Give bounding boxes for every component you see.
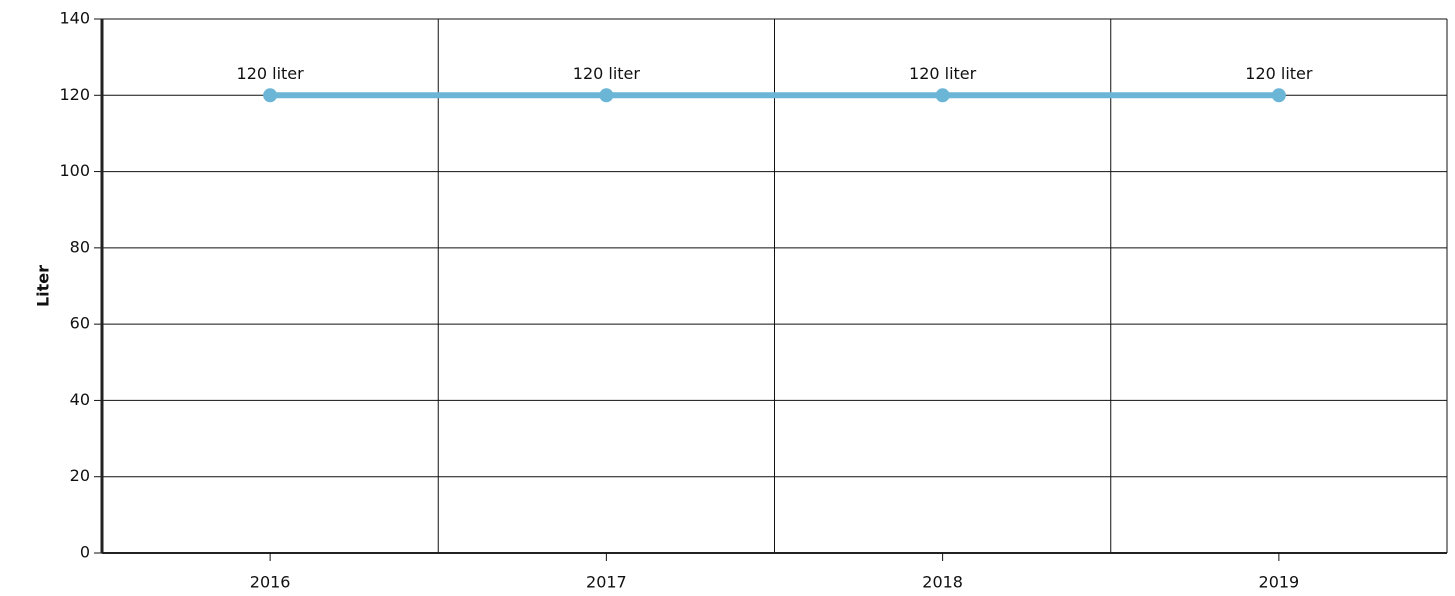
y-tick-label: 0 [80, 543, 90, 562]
y-tick-label: 20 [70, 466, 90, 485]
data-point [935, 88, 950, 103]
data-point [263, 88, 278, 103]
y-tick-label: 60 [70, 314, 90, 333]
y-tick-label: 80 [70, 237, 90, 256]
data-label: 120 liter [237, 64, 305, 83]
x-tick-label: 2016 [250, 573, 291, 592]
y-tick-label: 140 [59, 9, 90, 28]
data-label: 120 liter [909, 64, 977, 83]
data-point [599, 88, 614, 103]
x-tick-label: 2019 [1259, 573, 1300, 592]
y-tick-label: 120 [59, 85, 90, 104]
y-axis-label: Liter [34, 265, 53, 307]
data-label: 120 liter [1245, 64, 1313, 83]
data-point [1271, 88, 1286, 103]
y-tick-label: 40 [70, 390, 90, 409]
data-label: 120 liter [573, 64, 641, 83]
x-tick-label: 2018 [922, 573, 963, 592]
x-tick-label: 2017 [586, 573, 627, 592]
y-tick-label: 100 [59, 161, 90, 180]
